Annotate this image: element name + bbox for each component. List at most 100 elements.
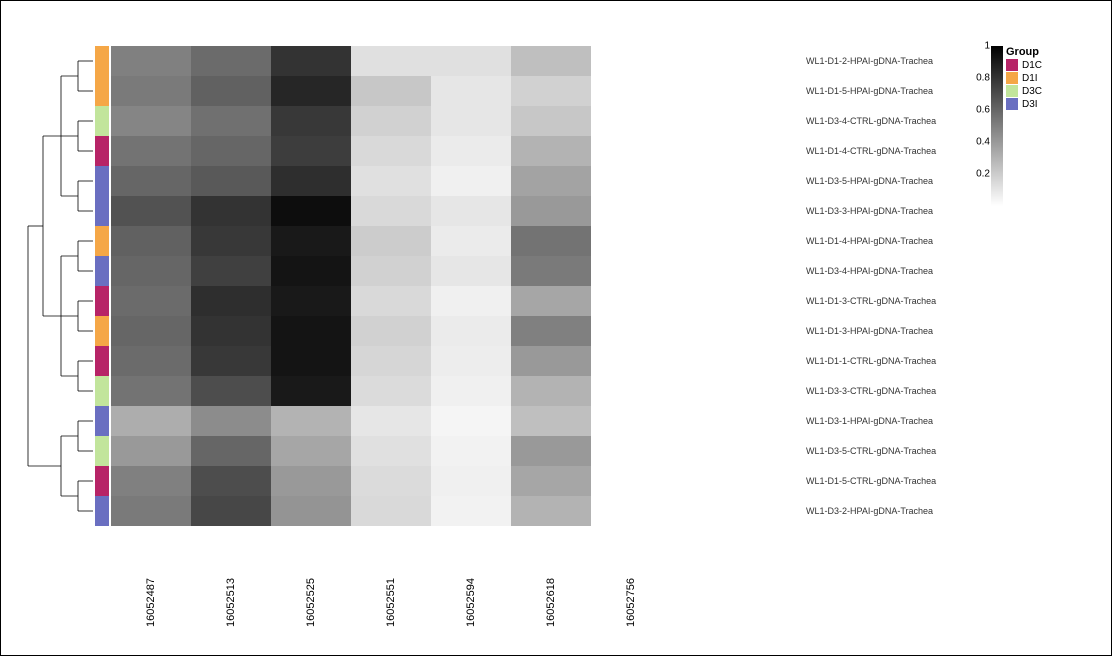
scale-tick: 0.8 — [966, 73, 990, 84]
group-annotation-cell — [95, 166, 109, 196]
heatmap-cell — [191, 256, 271, 286]
group-legend-items: D1CD1ID3CD3I — [1006, 59, 1096, 110]
heatmap-cell — [191, 376, 271, 406]
heatmap-cell — [271, 316, 351, 346]
heatmap-cell — [431, 346, 511, 376]
heatmap-cell — [271, 496, 351, 526]
group-annotation-cell — [95, 406, 109, 436]
heatmap-cell — [191, 466, 271, 496]
group-annotation-cell — [95, 136, 109, 166]
heatmap-cell — [591, 406, 671, 436]
heatmap-cell — [431, 166, 511, 196]
heatmap-cell — [271, 406, 351, 436]
heatmap-cell — [191, 346, 271, 376]
heatmap-cell — [511, 466, 591, 496]
heatmap-cell — [351, 106, 431, 136]
row-label: WL1-D3-1-HPAI-gDNA-Trachea — [806, 416, 996, 426]
group-annotation-cell — [95, 256, 109, 286]
heatmap-cell — [271, 286, 351, 316]
row-label: WL1-D3-5-CTRL-gDNA-Trachea — [806, 446, 996, 456]
heatmap-cell — [351, 346, 431, 376]
heatmap-cell — [511, 136, 591, 166]
heatmap-cell — [591, 226, 671, 256]
column-label: 16052525 — [305, 531, 317, 631]
heatmap-cell — [191, 436, 271, 466]
heatmap-cell — [351, 136, 431, 166]
heatmap-cell — [511, 496, 591, 526]
heatmap-cell — [271, 46, 351, 76]
row-label: WL1-D3-3-CTRL-gDNA-Trachea — [806, 386, 996, 396]
heatmap-cell — [111, 76, 191, 106]
heatmap-cell — [511, 256, 591, 286]
heatmap-cell — [431, 106, 511, 136]
heatmap-cell — [591, 286, 671, 316]
column-label: 16052594 — [465, 531, 477, 631]
color-scale-ticks: 10.80.60.40.2 — [966, 46, 990, 206]
heatmap-cell — [591, 76, 671, 106]
heatmap-cell — [431, 46, 511, 76]
row-dendrogram — [23, 46, 93, 526]
group-annotation-cell — [95, 436, 109, 466]
group-annotation-cell — [95, 466, 109, 496]
scale-tick: 0.2 — [966, 169, 990, 180]
heatmap-cell — [431, 406, 511, 436]
heatmap-cell — [191, 286, 271, 316]
heatmap-cell — [351, 436, 431, 466]
heatmap-cell — [591, 376, 671, 406]
group-legend-row: D1I — [1006, 72, 1096, 84]
group-annotation-cell — [95, 286, 109, 316]
group-legend-label: D1C — [1022, 60, 1042, 71]
heatmap-cell — [191, 106, 271, 136]
heatmap-cell — [591, 316, 671, 346]
column-label: 16052618 — [545, 531, 557, 631]
heatmap-cell — [431, 436, 511, 466]
heatmap-cell — [431, 256, 511, 286]
heatmap-cell — [271, 346, 351, 376]
heatmap-cell — [111, 166, 191, 196]
heatmap-cell — [111, 196, 191, 226]
scale-tick: 0.6 — [966, 105, 990, 116]
heatmap-cell — [511, 376, 591, 406]
heatmap-cell — [111, 136, 191, 166]
heatmap-cell — [191, 196, 271, 226]
heatmap-cell — [351, 286, 431, 316]
heatmap-cell — [511, 166, 591, 196]
heatmap-cell — [511, 346, 591, 376]
heatmap-cell — [111, 256, 191, 286]
row-label: WL1-D1-3-HPAI-gDNA-Trachea — [806, 326, 996, 336]
group-legend-row: D3I — [1006, 98, 1096, 110]
heatmap-cell — [511, 76, 591, 106]
column-label: 16052756 — [625, 531, 637, 631]
group-annotation-cell — [95, 316, 109, 346]
heatmap-cell — [271, 106, 351, 136]
heatmap-cell — [271, 256, 351, 286]
heatmap-cell — [351, 466, 431, 496]
heatmap-cell — [111, 46, 191, 76]
heatmap-cell — [351, 46, 431, 76]
scale-tick: 1 — [966, 41, 990, 52]
group-legend: Group D1CD1ID3CD3I — [1006, 46, 1096, 110]
heatmap-cell — [431, 196, 511, 226]
heatmap-cell — [191, 226, 271, 256]
heatmap-cell — [111, 106, 191, 136]
heatmap-cell — [191, 166, 271, 196]
heatmap-cell — [351, 226, 431, 256]
column-label: 16052551 — [385, 531, 397, 631]
heatmap-cell — [591, 346, 671, 376]
heatmap-cell — [591, 136, 671, 166]
group-legend-label: D3I — [1022, 99, 1038, 110]
heatmap-cell — [111, 466, 191, 496]
heatmap-cell — [511, 286, 591, 316]
heatmap-cell — [431, 466, 511, 496]
heatmap-cell — [191, 406, 271, 436]
heatmap-grid — [111, 46, 671, 526]
heatmap-cell — [431, 76, 511, 106]
heatmap-cell — [511, 46, 591, 76]
column-label: 16052487 — [145, 531, 157, 631]
heatmap-cell — [191, 496, 271, 526]
row-label: WL1-D1-3-CTRL-gDNA-Trachea — [806, 296, 996, 306]
heatmap-cell — [431, 376, 511, 406]
heatmap-cell — [511, 106, 591, 136]
heatmap-cell — [511, 406, 591, 436]
row-label: WL1-D3-4-HPAI-gDNA-Trachea — [806, 266, 996, 276]
